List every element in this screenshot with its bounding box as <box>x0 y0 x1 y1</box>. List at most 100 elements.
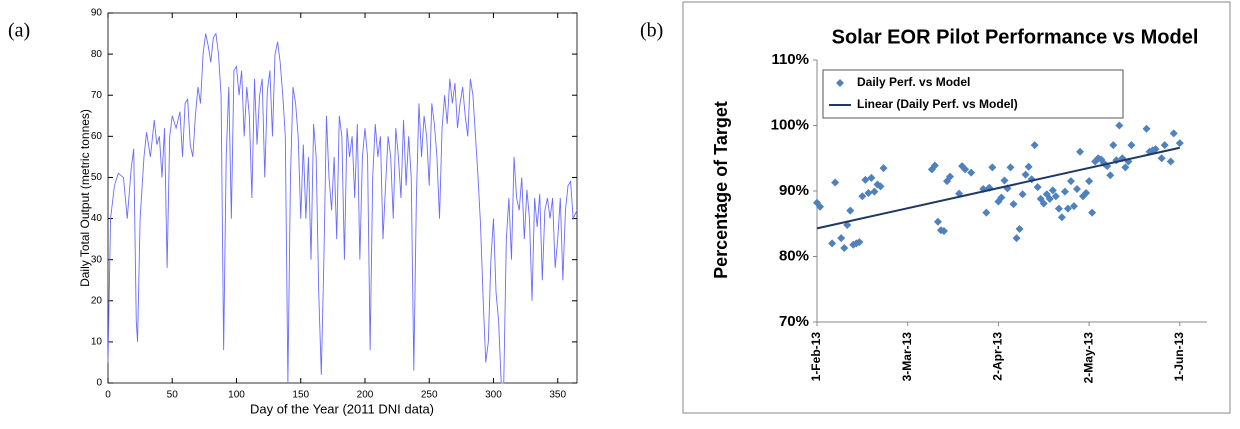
point <box>1021 170 1030 179</box>
point <box>1009 200 1018 209</box>
point <box>939 226 948 235</box>
point <box>861 175 870 184</box>
y-tick-label: 70% <box>779 313 809 330</box>
x-tick-label: 0 <box>105 390 111 401</box>
point <box>1076 147 1085 156</box>
x-tick-label: 50 <box>167 390 179 401</box>
y-tick-label: 60 <box>91 131 103 142</box>
x-tick-label: 100 <box>228 390 245 401</box>
point <box>1082 188 1091 197</box>
y-tick-label: 90% <box>779 182 809 199</box>
x-tick-label: 300 <box>485 390 502 401</box>
y-tick-label: 30 <box>91 254 103 265</box>
y-tick-label: 20 <box>91 295 103 306</box>
point <box>1169 129 1178 138</box>
x-axis-label: Day of the Year (2011 DNI data) <box>250 401 434 416</box>
point <box>1060 187 1069 196</box>
point <box>1175 139 1184 148</box>
x-tick-label: 350 <box>549 390 566 401</box>
y-tick-label: 70 <box>91 90 103 101</box>
y-axis-label: Percentage of Target <box>711 101 731 279</box>
y-tick-label: 0 <box>96 378 102 389</box>
point <box>1012 234 1021 243</box>
point <box>1127 141 1136 150</box>
point <box>1121 163 1130 172</box>
point <box>1069 202 1078 211</box>
data-line <box>107 32 578 384</box>
panel-label: (a) <box>8 20 30 42</box>
point <box>1015 224 1024 233</box>
point <box>1160 141 1169 150</box>
point <box>846 206 855 215</box>
legend-label: Linear (Daily Perf. vs Model) <box>857 97 1018 111</box>
x-tick-label: 1-Jun-13 <box>1172 332 1186 382</box>
point <box>837 234 846 243</box>
y-tick-label: 90 <box>91 8 103 19</box>
point <box>1018 190 1027 199</box>
point <box>982 208 991 217</box>
point <box>879 164 888 173</box>
point <box>1142 124 1151 133</box>
point <box>1106 171 1115 180</box>
point <box>961 165 970 174</box>
point <box>1048 186 1057 195</box>
point <box>867 173 876 182</box>
x-tick-label: 150 <box>292 390 309 401</box>
point <box>1115 121 1124 130</box>
point <box>933 217 942 226</box>
point <box>1088 208 1097 217</box>
point <box>1000 176 1009 185</box>
point <box>967 168 976 177</box>
panel-label: (b) <box>640 20 663 42</box>
point <box>1066 177 1075 186</box>
chart-frame <box>682 1 1231 414</box>
y-axis-label: Daily Total Output (metric tonnes) <box>78 109 92 287</box>
point <box>828 239 837 248</box>
y-tick-label: 100% <box>771 116 809 133</box>
point <box>840 243 849 252</box>
legend-swatch <box>836 79 844 87</box>
x-tick-label: 200 <box>357 390 374 401</box>
y-tick-label: 80% <box>779 247 809 264</box>
point <box>1054 204 1063 213</box>
x-tick-label: 1-Feb-13 <box>809 332 823 382</box>
point <box>1157 154 1166 163</box>
y-tick-label: 50 <box>91 172 103 183</box>
point <box>1063 204 1072 213</box>
point <box>930 161 939 170</box>
legend-box <box>822 69 1124 119</box>
point <box>864 188 873 197</box>
y-tick-label: 80 <box>91 49 103 60</box>
plot-frame <box>107 12 578 384</box>
chart-title: Solar EOR Pilot Performance vs Model <box>832 26 1199 48</box>
x-tick-label: 3-Mar-13 <box>900 332 914 382</box>
point <box>988 163 997 172</box>
point <box>946 172 955 181</box>
point <box>831 178 840 187</box>
point <box>1039 199 1048 208</box>
point <box>1151 145 1160 154</box>
point <box>1051 192 1060 201</box>
point <box>997 193 1006 202</box>
point <box>816 202 825 211</box>
x-tick-label: 250 <box>421 390 438 401</box>
point <box>876 182 885 191</box>
point <box>855 238 864 247</box>
y-tick-label: 40 <box>91 213 103 224</box>
point <box>1109 141 1118 150</box>
point <box>1024 162 1033 171</box>
y-tick-label: 110% <box>771 51 809 68</box>
legend-label: Daily Perf. vs Model <box>857 75 970 89</box>
y-tick-label: 10 <box>91 337 103 348</box>
point <box>1033 183 1042 192</box>
point <box>1057 213 1066 222</box>
point <box>1085 177 1094 186</box>
x-tick-label: 2-May-13 <box>1081 332 1095 384</box>
point <box>1166 157 1175 166</box>
point <box>870 187 879 196</box>
point <box>858 192 867 201</box>
x-tick-label: 2-Apr-13 <box>991 332 1005 381</box>
point <box>1030 141 1039 150</box>
point <box>1073 185 1081 194</box>
